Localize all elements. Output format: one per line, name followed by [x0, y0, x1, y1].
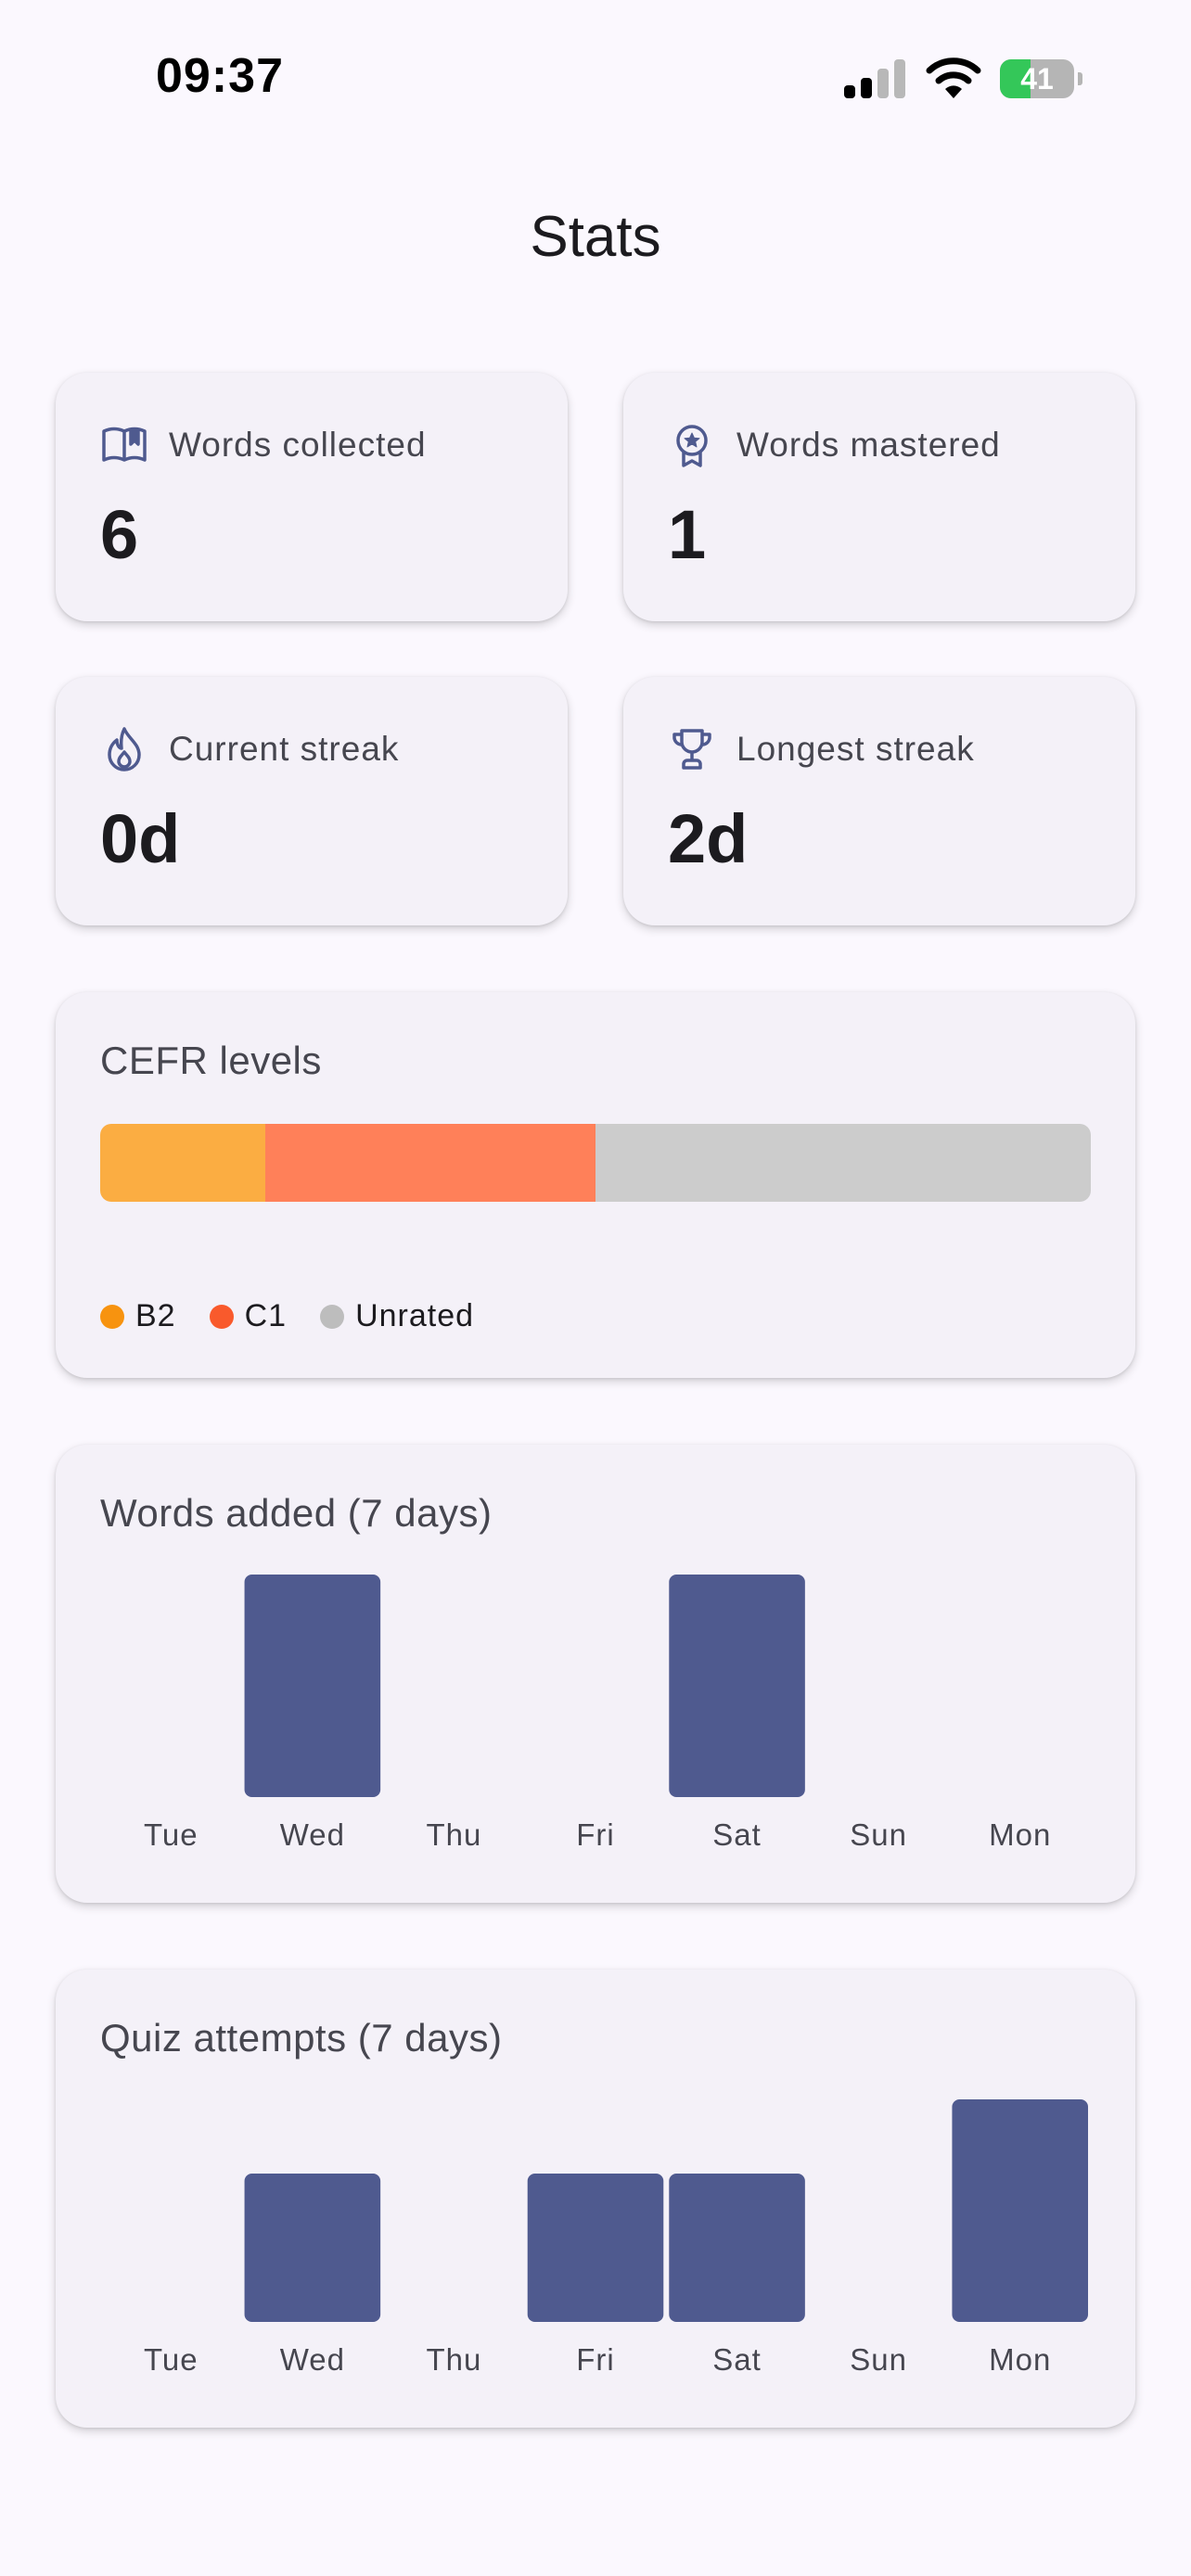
stat-card-current-streak: Current streak 0d: [56, 677, 568, 925]
x-tick-label: Sat: [712, 2342, 762, 2377]
x-tick-label: Wed: [280, 2342, 345, 2377]
cefr-segment-b2: [100, 1124, 265, 1202]
stat-value: 0d: [100, 800, 181, 877]
legend-dot: [209, 1304, 234, 1329]
badge-icon: [676, 425, 708, 467]
words-added-title: Words added (7 days): [100, 1491, 493, 1535]
stat-value: 6: [100, 496, 139, 573]
words-added-card: Words added (7 days) Tue Wed Thu Fri Sat Sun M…: [56, 1445, 1135, 1903]
x-tick-label: Sun: [850, 1817, 907, 1852]
x-tick-label: Fri: [576, 1817, 614, 1852]
status-time: 09:37: [156, 49, 284, 103]
stat-label: Words collected: [169, 426, 427, 464]
legend-dot: [100, 1304, 124, 1329]
cefr-segment-c1: [265, 1124, 596, 1202]
legend-label: C1: [244, 1298, 288, 1333]
cefr-legend: B2 C1 Unrated: [100, 1298, 507, 1334]
x-tick-label: Wed: [280, 1817, 345, 1852]
quiz-attempts-chart: Tue Wed Thu Fri Sat Sun Mon: [144, 2099, 1088, 2377]
bar-sat: [669, 1575, 805, 1797]
status-bar: 09:37 41: [0, 0, 1191, 158]
legend-label: Unrated: [355, 1298, 475, 1333]
cefr-distribution-bar: [100, 1124, 1091, 1202]
cellular-signal-icon: [844, 59, 905, 98]
quiz-attempts-title: Quiz attempts (7 days): [100, 2016, 503, 2060]
stat-label: Current streak: [169, 730, 400, 768]
legend-item-c1: C1: [209, 1298, 288, 1334]
page-title: Stats: [530, 205, 661, 269]
flame-icon: [108, 727, 141, 772]
bar-sat: [669, 2174, 805, 2322]
x-tick-label: Tue: [144, 2342, 198, 2377]
legend-item-b2: B2: [100, 1298, 176, 1334]
stat-card-longest-streak: Longest streak 2d: [623, 677, 1135, 925]
stat-label: Words mastered: [736, 426, 1001, 464]
legend-dot: [320, 1304, 345, 1329]
legend-label: B2: [135, 1298, 176, 1333]
bar-wed: [244, 2174, 381, 2322]
bar-mon: [952, 2099, 1088, 2322]
cefr-title: CEFR levels: [100, 1039, 322, 1082]
cefr-segment-unrated: [596, 1124, 1091, 1202]
bar-wed: [244, 1575, 381, 1797]
x-tick-label: Tue: [144, 1817, 198, 1852]
x-tick-label: Fri: [576, 2342, 614, 2377]
stat-value: 2d: [668, 800, 749, 877]
stat-card-words-mastered: Words mastered 1: [623, 373, 1135, 621]
battery-icon: 41: [1000, 59, 1082, 98]
wifi-icon: [926, 57, 981, 98]
x-tick-label: Mon: [989, 1817, 1051, 1852]
x-tick-label: Sat: [712, 1817, 762, 1852]
legend-item-unrated: Unrated: [320, 1298, 474, 1334]
trophy-icon: [672, 729, 711, 770]
battery-percent: 41: [1020, 62, 1054, 96]
quiz-attempts-card: Quiz attempts (7 days) Tue Wed Thu Fri Sat Su…: [56, 1970, 1135, 2428]
stat-label: Longest streak: [736, 730, 975, 768]
stat-value: 1: [668, 496, 707, 573]
words-added-chart: Tue Wed Thu Fri Sat Sun Mon: [144, 1575, 1051, 1852]
x-tick-label: Mon: [989, 2342, 1051, 2377]
stat-card-words-collected: Words collected 6: [56, 373, 568, 621]
cefr-levels-card: CEFR levels B2 C1 Unrated: [56, 992, 1135, 1378]
bar-fri: [527, 2174, 664, 2322]
x-tick-label: Thu: [426, 2342, 481, 2377]
x-tick-label: Sun: [850, 2342, 907, 2377]
x-tick-label: Thu: [426, 1817, 481, 1852]
book-icon: [102, 427, 147, 462]
